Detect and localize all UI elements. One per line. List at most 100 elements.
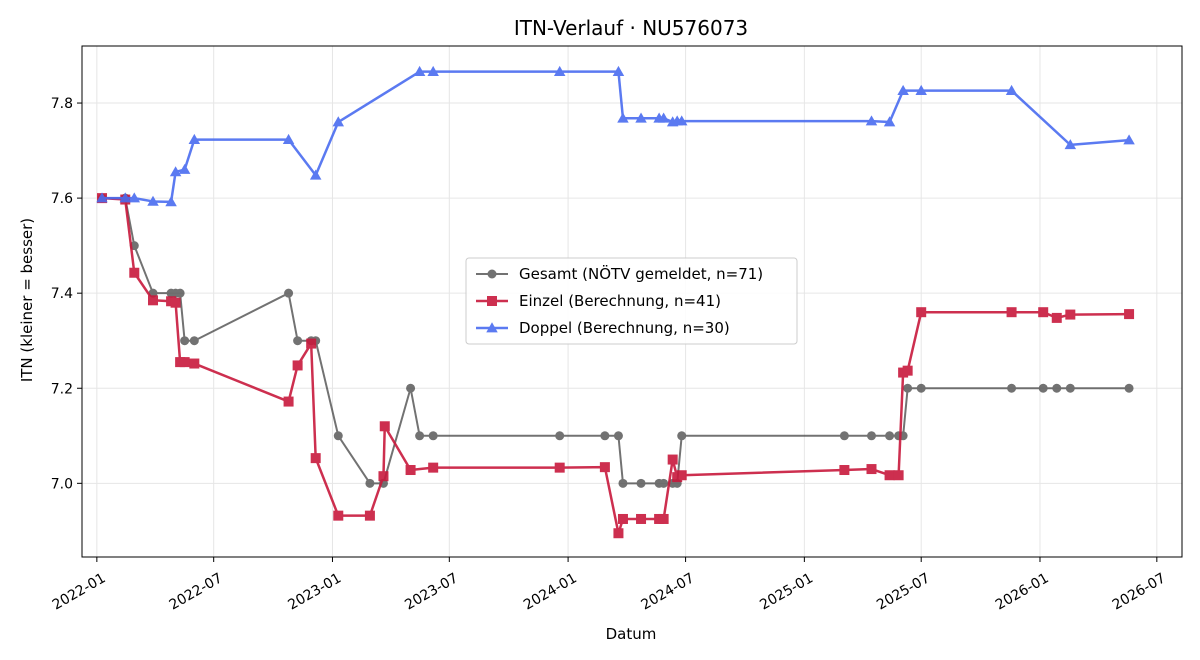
data-point xyxy=(148,295,159,306)
data-point xyxy=(333,431,343,441)
data-point xyxy=(282,133,295,144)
data-point xyxy=(365,478,375,488)
data-point xyxy=(405,465,416,476)
data-point xyxy=(897,84,909,95)
data-point xyxy=(283,396,294,407)
data-point xyxy=(865,115,878,126)
data-point xyxy=(599,462,610,473)
y-tick-label: 7.4 xyxy=(51,286,73,302)
y-tick-label: 7.2 xyxy=(51,381,73,397)
data-point xyxy=(333,510,344,521)
series-triangle xyxy=(96,65,1135,207)
data-point xyxy=(128,192,141,203)
series-group xyxy=(96,65,1135,539)
data-point xyxy=(178,163,191,174)
data-point xyxy=(147,195,159,206)
data-point xyxy=(1123,134,1135,145)
legend-marker xyxy=(487,269,497,279)
legend-marker xyxy=(487,296,497,306)
data-point xyxy=(1064,139,1077,150)
legend-handle xyxy=(476,322,508,333)
data-point xyxy=(902,365,913,376)
legend-label: Gesamt (NÖTV gemeldet, n=71) xyxy=(519,264,763,283)
data-point xyxy=(839,465,850,476)
data-point xyxy=(378,471,389,482)
data-point xyxy=(415,431,425,441)
data-point xyxy=(1005,84,1018,95)
legend-frame xyxy=(465,257,798,345)
data-point xyxy=(667,454,678,465)
y-tick-label: 7.6 xyxy=(51,191,73,207)
data-point xyxy=(309,169,322,180)
data-point xyxy=(885,431,895,441)
data-point xyxy=(1052,383,1062,393)
legend-handle xyxy=(476,296,508,306)
data-point xyxy=(306,338,317,349)
data-point xyxy=(96,192,108,203)
data-point xyxy=(866,431,876,441)
data-point xyxy=(310,453,321,464)
data-point xyxy=(189,358,200,369)
data-point xyxy=(293,336,303,346)
data-point xyxy=(915,84,927,95)
data-point xyxy=(129,267,140,278)
data-point xyxy=(916,383,926,393)
data-point xyxy=(916,307,927,318)
data-point xyxy=(636,513,647,524)
data-point xyxy=(189,336,199,346)
data-point xyxy=(636,478,646,488)
data-point xyxy=(675,115,688,126)
data-point xyxy=(618,478,628,488)
data-point xyxy=(612,65,625,76)
data-point xyxy=(1124,383,1134,393)
data-point xyxy=(617,513,628,524)
data-point xyxy=(613,431,623,441)
data-point xyxy=(119,192,132,203)
data-point xyxy=(406,383,416,393)
data-point xyxy=(180,336,190,346)
chart-title: ITN-Verlauf · NU576073 xyxy=(514,16,748,40)
legend-label: Doppel (Berechnung, n=30) xyxy=(519,319,730,337)
data-point xyxy=(179,357,190,368)
data-point xyxy=(554,462,565,473)
data-point xyxy=(413,65,426,76)
y-tick-label: 7.8 xyxy=(51,96,73,112)
data-point xyxy=(555,431,565,441)
data-point xyxy=(427,65,439,76)
legend-marker xyxy=(486,322,498,333)
data-point xyxy=(332,116,345,127)
data-point xyxy=(600,431,610,441)
data-point xyxy=(657,112,670,123)
data-point xyxy=(659,478,669,488)
data-point xyxy=(839,431,849,441)
data-point xyxy=(169,166,182,177)
data-point xyxy=(1038,383,1048,393)
legend: Gesamt (NÖTV gemeldet, n=71) Einzel (Bere… xyxy=(465,257,798,345)
data-point xyxy=(165,196,177,207)
data-point xyxy=(1051,312,1062,323)
data-point xyxy=(364,510,375,521)
data-point xyxy=(677,431,687,441)
data-point xyxy=(883,116,896,127)
data-point xyxy=(1065,383,1075,393)
data-point xyxy=(292,360,303,371)
data-point xyxy=(379,421,390,432)
data-point xyxy=(635,112,647,123)
y-tick-label: 7.0 xyxy=(51,476,73,492)
data-point xyxy=(658,513,669,524)
data-point xyxy=(428,462,439,473)
data-point xyxy=(188,133,201,144)
data-point xyxy=(903,383,913,393)
x-axis-label: Datum xyxy=(606,625,657,643)
y-axis-label: ITN (kleiner = besser) xyxy=(18,218,36,382)
data-point xyxy=(175,288,185,298)
data-point xyxy=(617,112,629,123)
legend-handle xyxy=(476,269,508,279)
data-point xyxy=(866,464,877,475)
data-point xyxy=(1124,309,1135,320)
data-point xyxy=(284,288,294,298)
data-point xyxy=(1065,309,1076,320)
data-point xyxy=(553,65,566,76)
data-point xyxy=(893,470,904,481)
